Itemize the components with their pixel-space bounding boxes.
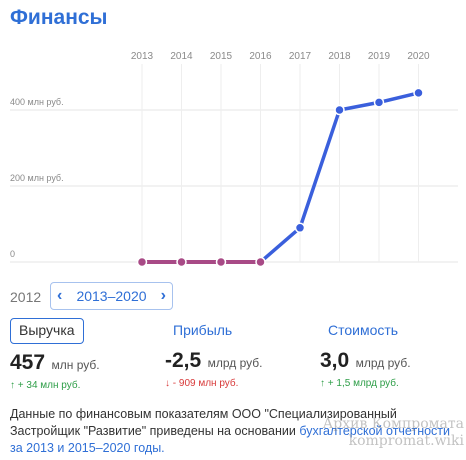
range-row: 2012 ‹ 2013–2020 › [10,282,310,312]
metric-delta: ↑ + 34 млн руб. [10,380,81,391]
x-tick-label: 2020 [407,51,430,62]
chart-points [136,87,424,268]
data-point[interactable] [255,256,266,268]
description-link[interactable]: бухгалтерской отчетности за 2013 и 2015–… [10,424,451,455]
x-tick-label: 2013 [131,51,154,62]
chart-grid [10,64,458,263]
x-tick-label: 2014 [170,51,193,62]
x-tick-label: 2019 [368,51,391,62]
page-title: Финансы [10,6,108,29]
metric-revenue[interactable]: Выручка 457 млн руб. ↑ + 34 млн руб. [10,318,160,391]
chart-y-labels: 0 200 млн руб. 400 млн руб. [10,97,64,259]
y-tick-label: 200 млн руб. [10,173,64,183]
data-point[interactable] [413,87,424,99]
metric-tab-revenue[interactable]: Выручка [10,318,84,344]
metric-delta: ↑ + 1,5 млрд руб. [320,378,399,389]
metric-unit: млрд руб. [355,356,411,370]
metric-unit: млрд руб. [207,356,263,370]
metric-profit[interactable]: Прибыль -2,5 млрд руб. ↓ - 909 млн руб. [165,318,315,389]
year-range-picker[interactable]: ‹ 2013–2020 › [50,282,173,310]
data-point[interactable] [373,97,385,108]
data-point[interactable] [176,256,187,268]
chevron-left-icon[interactable]: ‹ [57,287,63,304]
chevron-right-icon[interactable]: › [160,287,166,304]
x-tick-label: 2018 [328,51,351,62]
data-point[interactable] [294,222,306,234]
chart-x-labels: 2013 2014 2015 2016 2017 2018 2019 2020 [131,51,430,62]
metric-value: -2,5 [165,349,202,372]
description: Данные по финансовым показателям ООО "Сп… [10,406,458,457]
description-text: Данные по финансовым показателям ООО "Сп… [10,407,397,438]
y-tick-label: 0 [10,249,15,259]
metric-tab-cost[interactable]: Стоимость [328,322,399,338]
data-point[interactable] [136,256,148,268]
metrics-row: Выручка 457 млн руб. ↑ + 34 млн руб. При… [10,318,460,398]
metric-unit: млн руб. [51,358,100,372]
year-range-label: 2013–2020 [76,288,147,304]
x-tick-label: 2016 [249,51,272,62]
series-line [140,91,421,264]
data-point[interactable] [334,104,345,116]
metric-value: 457 [10,351,46,374]
x-tick-label: 2017 [289,51,312,62]
metric-value: 3,0 [320,349,350,372]
metric-tab-profit[interactable]: Прибыль [173,322,233,338]
y-tick-label: 400 млн руб. [10,97,64,107]
metric-value-cost[interactable]: Стоимость 3,0 млрд руб. ↑ + 1,5 млрд руб… [320,318,466,389]
chart-series [140,91,421,264]
range-start-year[interactable]: 2012 [10,289,42,305]
data-point[interactable] [215,256,227,268]
metric-delta: ↓ - 909 млн руб. [165,378,239,389]
x-tick-label: 2015 [210,51,233,62]
